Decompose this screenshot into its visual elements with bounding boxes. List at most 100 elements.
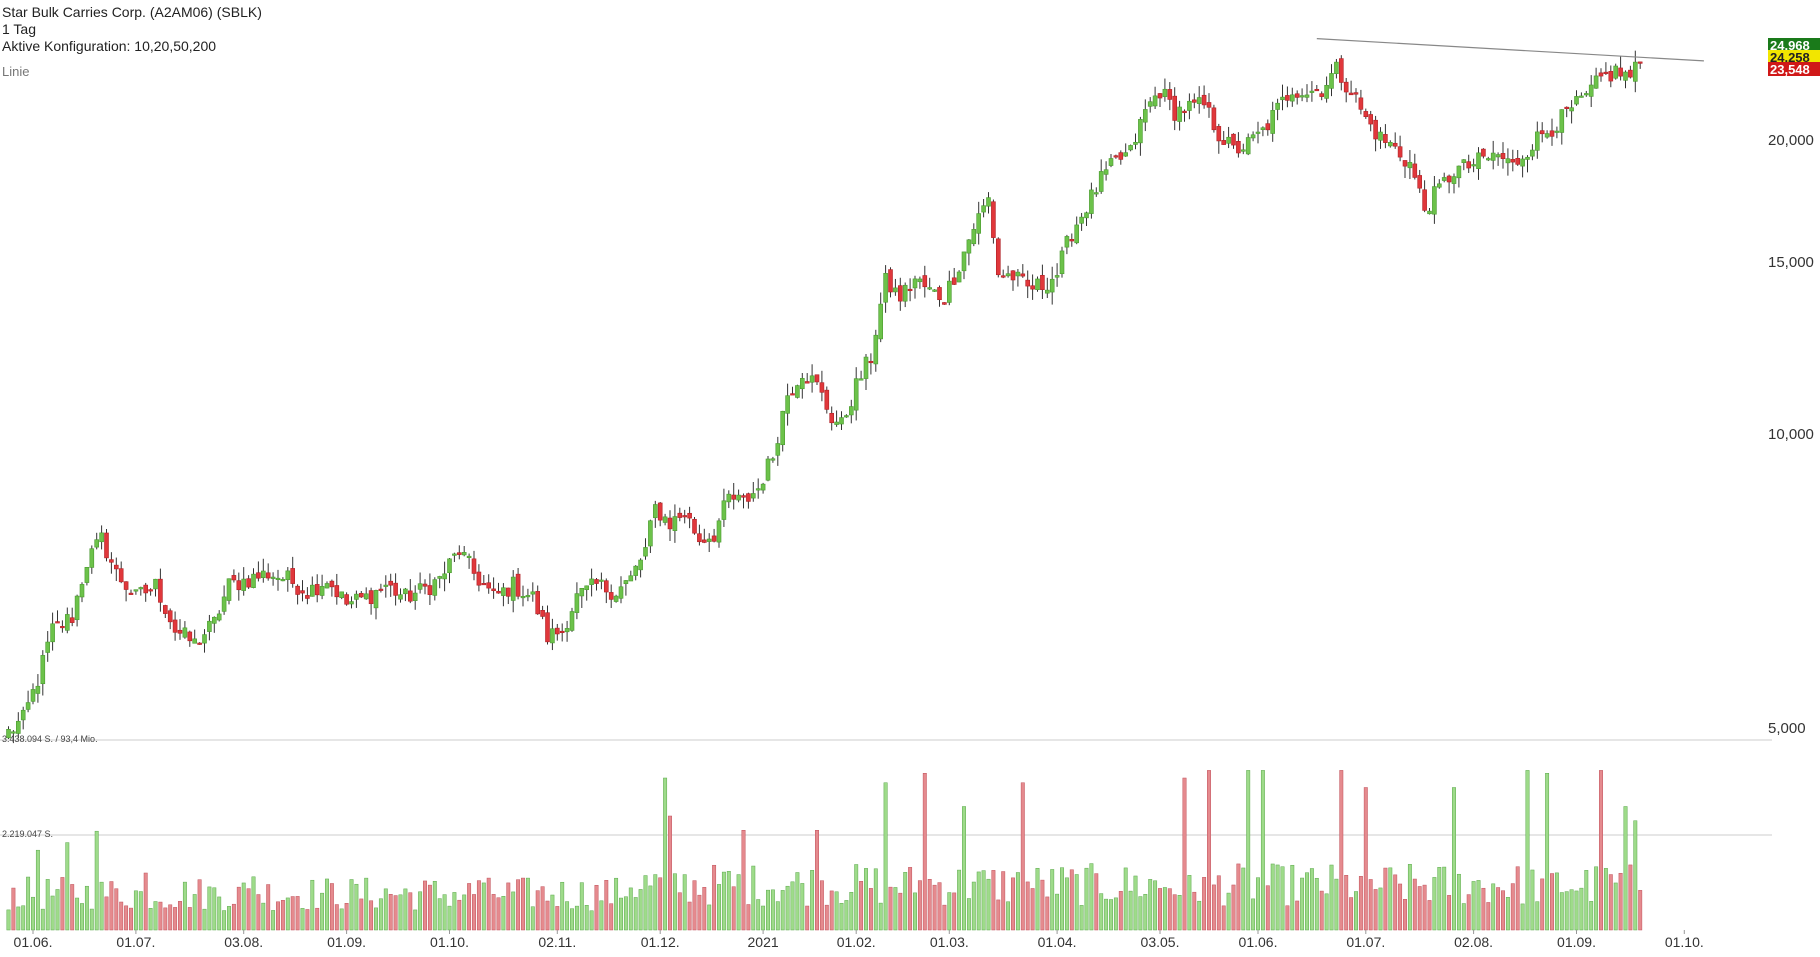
volume-bar [1094,873,1099,931]
candle-body [1314,88,1320,92]
candle-body [65,614,70,631]
candle-body [1598,72,1604,77]
volume-bar [658,877,663,931]
candle-body [246,578,251,588]
volume-bar [251,876,256,931]
volume-bar [212,887,217,931]
volume-bar [712,864,717,931]
volume-bar [707,904,712,931]
volume-bar [1099,893,1104,931]
candle-body [1378,131,1383,141]
candle-body [956,271,962,283]
candle-body [1108,158,1114,166]
candle-body [1422,189,1427,211]
volume-bar [864,868,868,931]
price-badge-text: 23,548 [1770,62,1810,77]
volume-bar [1545,773,1550,931]
candle-body [158,578,163,603]
candle-body [383,584,389,587]
candle-body [1270,110,1275,134]
volume-bar [506,882,511,931]
volume-bar [991,870,996,931]
candle-body [995,238,1001,276]
x-tick-label: 01.02. [837,934,876,950]
candle-body [1319,93,1324,97]
volume-bar [231,903,236,931]
candle-body [814,374,820,383]
volume-bar [1123,867,1128,931]
volume-bar [756,899,761,931]
candle-body [1618,67,1623,77]
candle-body [1040,275,1045,290]
candle-body [471,558,477,574]
volume-bar [1211,884,1216,931]
candle-body [363,593,369,600]
volume-bar [158,901,163,931]
candle-body [1637,61,1643,64]
chart-mode-label[interactable]: Linie [2,64,30,79]
interval-label[interactable]: 1 Tag [2,21,36,37]
candle-body [706,538,712,542]
volume-bar [423,880,427,931]
candle-body [123,581,129,590]
candle-body [1250,134,1256,139]
volume-bar [1422,884,1427,931]
candle-body [133,589,139,592]
candle-body [1451,176,1457,184]
candle-body [94,539,99,548]
volume-bar [1167,888,1172,931]
candle-body [785,395,790,414]
candle-body [1584,93,1589,96]
candle-body [1530,149,1535,157]
volume-bar [1339,770,1344,931]
volume-bar [1231,884,1236,931]
candle-body [216,613,222,621]
candle-body [491,588,496,592]
candle-body [398,594,403,600]
volume-bar [295,896,300,931]
volume-bar [741,830,746,931]
candle-body [1265,123,1271,131]
config-label[interactable]: Aktive Konfiguration: 10,20,50,200 [2,38,217,54]
volume-bar [1496,887,1501,931]
volume-bar [1510,883,1515,931]
candle-body [74,595,80,621]
volume-bar [50,895,55,931]
candle-body [69,617,75,623]
candle-body [839,417,844,425]
candle-body [1103,169,1109,175]
volume-bar [1084,867,1089,931]
volume-bar [1207,770,1211,931]
candle-body [1020,273,1026,277]
volume-bar [1329,864,1334,931]
volume-bar [638,889,643,931]
volume-bar [535,890,540,931]
candle-body [1520,158,1525,167]
candle-body [40,655,46,685]
volume-bar [770,889,775,931]
candle-body [79,584,85,598]
volume-bar [339,908,344,931]
volume-bar [1579,887,1584,931]
candle-body [746,493,751,502]
candle-body [1569,107,1574,112]
volume-bar [462,894,467,931]
volume-bar [550,894,555,931]
volume-bar [1628,864,1633,931]
candle-body [1486,158,1491,161]
candle-body [510,576,516,601]
candle-body [888,269,893,293]
candle-body [187,631,193,642]
volume-bar [369,900,374,931]
volume-bar [1148,879,1153,931]
volume-bar [1133,875,1138,931]
candle-body [197,642,202,645]
volume-bar [467,883,472,931]
trend-line [1316,38,1704,62]
candle-body [1162,88,1168,97]
volume-bar [1030,888,1035,931]
volume-bar [1373,889,1378,931]
volume-bar [35,849,40,931]
